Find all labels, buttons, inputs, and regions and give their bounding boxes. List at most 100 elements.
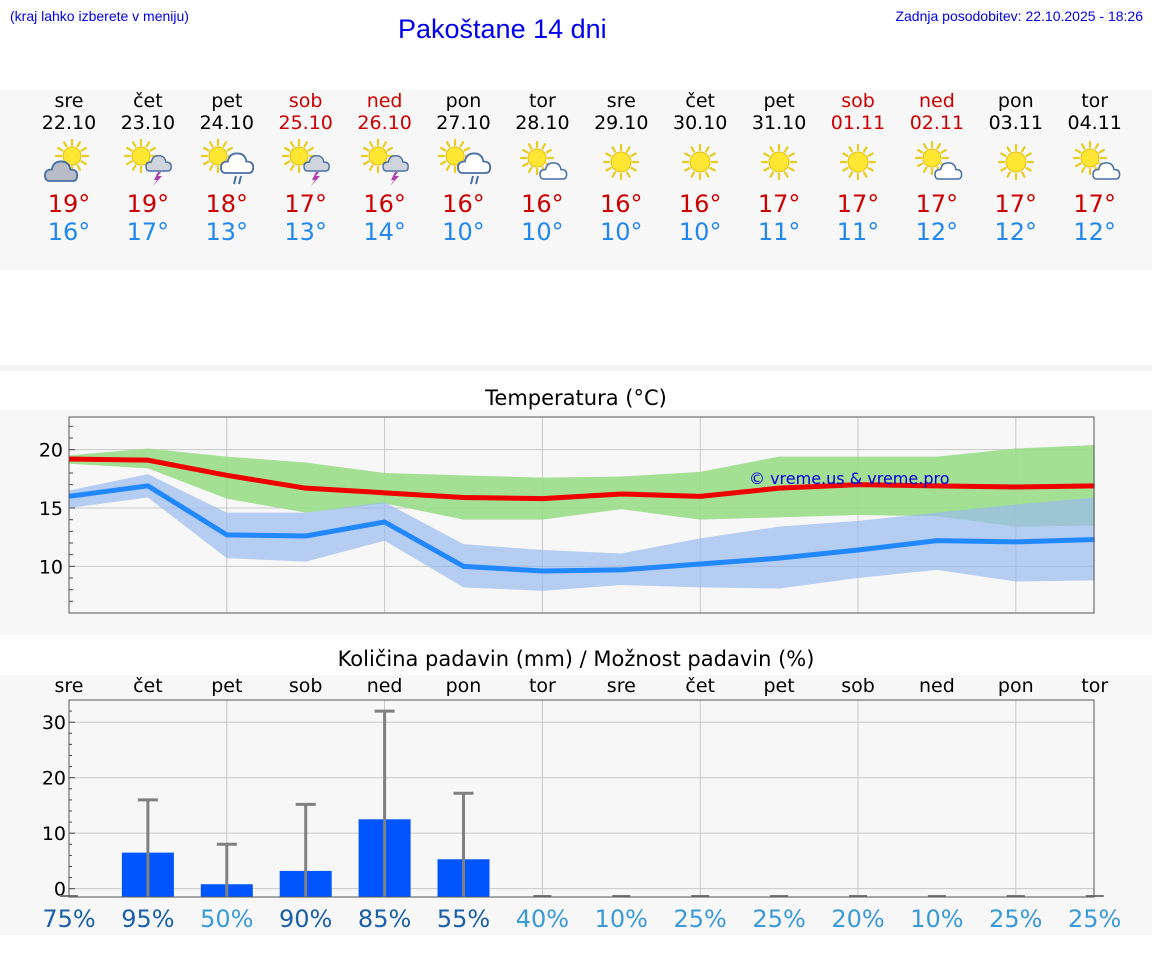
precipitation-probability: 25% [674,905,727,933]
day-label: sob [841,675,875,697]
day-name: tor [1081,90,1109,112]
day-name: čet [685,90,715,112]
precipitation-probability: 25% [989,905,1042,933]
precipitation-probability: 10% [910,905,963,933]
divider [0,365,1152,371]
day-column: tor 04.11 17° 12° [1059,90,1131,246]
day-column: čet 23.10 19° 17° [112,90,184,246]
day-name: sre [606,90,636,112]
day-name: pon [445,90,482,112]
day-column: pon 03.11 17° 12° [980,90,1052,246]
day-column: ned 26.10 16° 14° [349,90,421,246]
day-name: ned [366,90,403,112]
sun-storm-icon [360,138,409,186]
page-title: Pakoštane 14 dni [398,14,607,44]
min-temperature: 10° [521,218,564,246]
day-date: 26.10 [357,112,412,134]
sun-rain-icon [437,138,491,185]
sun-storm-icon [281,138,330,186]
sun-icon [603,143,640,181]
day-name: čet [133,90,163,112]
min-temperature: 13° [205,218,249,246]
max-temperature: 16° [442,190,485,218]
max-temperature: 16° [678,190,722,218]
day-column: sob 01.11 17° 11° [822,90,894,246]
max-temperature-line [68,456,1095,502]
sun-rain-icon [200,138,254,185]
day-date: 27.10 [436,112,491,134]
day-column: čet 30.10 16° 10° [664,90,736,246]
day-date: 23.10 [120,112,176,134]
precipitation-probability: 55% [437,905,490,933]
y-tick-label: 0 [54,879,66,901]
sun-icon [839,143,877,181]
day-name: sob [288,90,323,112]
max-temperature: 17° [757,190,801,218]
sun-icon [760,143,798,181]
watermark: © vreme.us & vreme.pro [749,469,950,488]
day-column: ned 02.11 17° 12° [901,90,973,246]
y-tick-label: 10 [39,556,63,578]
day-name: sob [841,90,875,112]
day-label: ned [919,675,955,697]
day-label: ned [367,675,403,697]
day-date: 02.11 [909,112,965,134]
day-label: tor [1081,675,1108,697]
precipitation-probability: 50% [200,905,253,933]
max-temperature: 16° [521,190,564,218]
min-temperature: 12° [994,218,1038,246]
min-temperature: 16° [47,218,91,246]
y-tick-label: 30 [42,712,66,734]
day-column: sre 29.10 16° 10° [585,90,657,246]
min-temperature: 12° [1073,218,1116,246]
day-label: pet [211,675,242,697]
last-updated: Zadnja posodobitev: 22.10.2025 - 18:26 [895,8,1143,24]
day-date: 22.10 [41,112,97,134]
plot-frame [68,416,1095,614]
precipitation-probability: 90% [279,905,332,933]
precipitation-probability: 75% [42,905,95,933]
max-temperature: 17° [284,190,327,218]
day-name: ned [918,90,955,112]
day-name: tor [528,90,556,112]
day-column: sre 22.10 19° 16° [33,90,105,246]
max-temperature: 19° [126,190,170,218]
min-temperature-band [69,474,1095,591]
day-date: 24.10 [199,112,254,134]
day-date: 28.10 [515,112,570,134]
min-temperature: 10° [678,218,722,246]
max-temperature: 17° [836,190,880,218]
day-label: pon [446,675,482,697]
sun-storm-icon [123,138,172,186]
location-menu-hint[interactable]: (kraj lahko izberete v meniju) [10,8,189,24]
day-date: 29.10 [594,112,649,134]
max-temperature-band [69,445,1095,527]
day-name: pet [763,90,795,112]
day-label: tor [529,675,556,697]
precipitation-probability: 95% [121,905,174,933]
y-tick-label: 10 [42,823,66,845]
sun-small-cloud-icon [1072,140,1121,180]
day-label: pon [998,675,1034,697]
min-temperature: 11° [836,218,880,246]
day-name: pon [997,90,1034,112]
day-date: 25.10 [278,112,333,134]
sun-icon [997,143,1034,181]
min-temperature: 13° [284,218,327,246]
y-tick-label: 15 [39,498,63,520]
day-label: pet [763,675,794,697]
max-temperature: 19° [47,190,91,218]
day-column: tor 28.10 16° 10° [506,90,578,246]
sun-small-cloud-icon [914,140,963,180]
temperature-chart: 10 15 20 © vreme.us & vreme.pro [39,416,1095,614]
min-temperature-line [68,483,1095,574]
day-date: 04.11 [1067,112,1122,134]
sun-small-cloud-icon [520,140,568,180]
max-temperature: 17° [994,190,1038,218]
day-column: pet 24.10 18° 13° [191,90,263,246]
day-label: sob [289,675,323,697]
min-temperature: 17° [126,218,170,246]
day-label: čet [133,675,163,697]
precipitation-chart-title: Količina padavin (mm) / Možnost padavin … [337,647,815,671]
day-date: 03.11 [988,112,1043,134]
